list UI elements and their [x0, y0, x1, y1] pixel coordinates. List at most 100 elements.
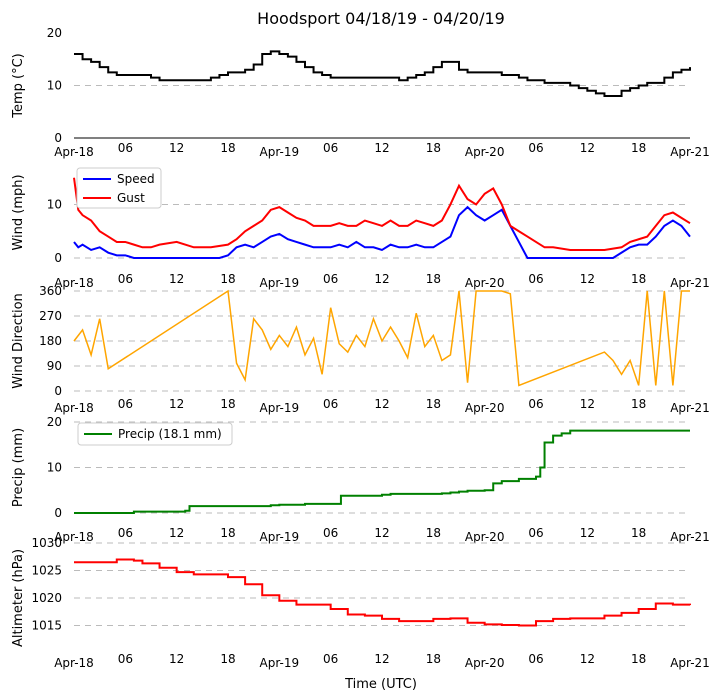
y-axis-label-4: Altimeter (hPa) — [11, 549, 26, 647]
series-line-2-0 — [73, 289, 690, 387]
y-tick-label-2-1: 90 — [47, 359, 62, 373]
x-tick-label-4-0: Apr-18 — [54, 656, 94, 670]
x-tick-label-2-5: 06 — [323, 397, 338, 411]
y-tick-label-3-2: 20 — [47, 415, 62, 429]
y-axis-label-3: Precip (mm) — [11, 428, 26, 507]
x-tick-label-1-0: Apr-18 — [54, 276, 94, 290]
x-tick-label-4-8: Apr-20 — [465, 656, 505, 670]
x-tick-label-0-8: Apr-20 — [465, 145, 505, 159]
series-line-4-0 — [74, 558, 691, 627]
y-axis-label-2: Wind Direction — [11, 293, 26, 389]
x-tick-label-2-1: 06 — [118, 397, 133, 411]
x-tick-label-3-7: 18 — [426, 526, 441, 540]
y-axis-label-0: Temp (°C) — [11, 53, 26, 119]
y-tick-label-2-4: 360 — [39, 284, 62, 298]
y-tick-label-0-2: 20 — [47, 26, 62, 40]
y-tick-label-4-3: 1030 — [31, 536, 62, 550]
x-tick-label-3-9: 06 — [528, 526, 543, 540]
x-tick-label-0-3: 18 — [220, 141, 235, 155]
x-tick-label-3-0: Apr-18 — [54, 530, 94, 544]
legend-label-1-1: Gust — [117, 191, 145, 205]
x-tick-label-2-2: 12 — [169, 397, 184, 411]
chart-title: Hoodsport 04/18/19 - 04/20/19 — [257, 9, 505, 28]
x-tick-label-3-3: 18 — [220, 526, 235, 540]
x-tick-label-3-5: 06 — [323, 526, 338, 540]
wind-direction-panel: 0 90 180 270 360 Wind Direction Apr-18 06 12 18 Ap… — [11, 284, 710, 415]
x-tick-label-1-12: Apr-21 — [670, 276, 710, 290]
legend-box-3 — [77, 422, 233, 446]
x-tick-label-3-11: 18 — [631, 526, 646, 540]
x-tick-label-1-6: 12 — [374, 272, 389, 286]
x-tick-label-0-2: 12 — [169, 141, 184, 155]
y-tick-label-1-1: 10 — [47, 197, 62, 211]
y-tick-label-2-2: 180 — [39, 334, 62, 348]
x-tick-label-0-1: 06 — [118, 141, 133, 155]
x-tick-label-3-8: Apr-20 — [465, 530, 505, 544]
x-tick-label-4-6: 12 — [374, 652, 389, 666]
x-tick-label-2-8: Apr-20 — [465, 401, 505, 415]
x-tick-label-0-5: 06 — [323, 141, 338, 155]
x-tick-label-0-0: Apr-18 — [54, 145, 94, 159]
x-tick-label-4-12: Apr-21 — [670, 656, 710, 670]
x-tick-label-0-9: 06 — [528, 141, 543, 155]
x-tick-label-3-6: 12 — [374, 526, 389, 540]
x-tick-label-0-4: Apr-19 — [260, 145, 300, 159]
wind-speed-panel: 0 10 Wind (mph) Apr-18 06 12 18 Apr-19 06 12 18 Apr… — [11, 167, 710, 290]
y-tick-label-4-2: 1025 — [31, 564, 62, 578]
x-tick-label-2-4: Apr-19 — [260, 401, 300, 415]
y-axis-label-1: Wind (mph) — [11, 174, 26, 250]
x-tick-label-4-5: 06 — [323, 652, 338, 666]
x-tick-label-4-3: 18 — [220, 652, 235, 666]
x-tick-label-1-4: Apr-19 — [260, 276, 300, 290]
y-tick-label-4-0: 1015 — [31, 619, 62, 633]
y-tick-label-0-0: 0 — [54, 131, 62, 145]
x-tick-label-3-2: 12 — [169, 526, 184, 540]
x-tick-label-4-4: Apr-19 — [260, 656, 300, 670]
x-tick-label-4-10: 12 — [580, 652, 595, 666]
x-tick-label-1-9: 06 — [528, 272, 543, 286]
y-tick-label-4-1: 1020 — [31, 591, 62, 605]
x-tick-label-2-0: Apr-18 — [54, 401, 94, 415]
x-tick-label-1-1: 06 — [118, 272, 133, 286]
x-tick-label-3-1: 06 — [118, 526, 133, 540]
x-tick-label-1-3: 18 — [220, 272, 235, 286]
x-tick-label-2-6: 12 — [374, 397, 389, 411]
legend-label-1-0: Speed — [117, 172, 155, 186]
y-tick-label-2-0: 0 — [54, 384, 62, 398]
x-tick-label-1-2: 12 — [169, 272, 184, 286]
x-tick-label-2-11: 18 — [631, 397, 646, 411]
x-tick-label-1-7: 18 — [426, 272, 441, 286]
x-tick-label-0-11: 18 — [631, 141, 646, 155]
series-line-1-0 — [73, 205, 691, 259]
x-tick-label-3-4: Apr-19 — [260, 530, 300, 544]
x-tick-label-3-10: 12 — [580, 526, 595, 540]
x-tick-label-0-10: 12 — [580, 141, 595, 155]
x-tick-label-1-5: 06 — [323, 272, 338, 286]
y-tick-label-0-1: 10 — [47, 79, 62, 93]
x-tick-label-4-2: 12 — [169, 652, 184, 666]
x-tick-label-0-12: Apr-21 — [670, 145, 710, 159]
x-tick-label-3-12: Apr-21 — [670, 530, 710, 544]
series-line-3-0 — [74, 429, 690, 514]
altimeter-panel: 1015 1020 1025 1030 Altimeter (hPa) Apr-18 06 1… — [11, 536, 710, 670]
y-tick-label-2-3: 270 — [39, 309, 62, 323]
x-tick-label-1-11: 18 — [631, 272, 646, 286]
x-tick-label-2-3: 18 — [220, 397, 235, 411]
x-tick-label-2-7: 18 — [426, 397, 441, 411]
x-tick-label-2-10: 12 — [580, 397, 595, 411]
series-line-1-1 — [73, 177, 691, 251]
precip-panel: 0 10 20 Precip (mm) Apr-18 06 12 18 Apr-19 06 12 18… — [11, 415, 710, 544]
y-tick-label-1-0: 0 — [54, 251, 62, 265]
x-axis-label: Time (UTC) — [344, 677, 417, 692]
x-tick-label-0-7: 18 — [426, 141, 441, 155]
x-tick-label-2-12: Apr-21 — [670, 401, 710, 415]
x-tick-label-4-7: 18 — [426, 652, 441, 666]
x-tick-label-1-10: 12 — [580, 272, 595, 286]
x-tick-label-4-9: 06 — [528, 652, 543, 666]
x-tick-label-0-6: 12 — [374, 141, 389, 155]
temp-panel: 0 10 20 Temp (°C) Apr-18 06 12 18 Apr-19 06 12 18 Ap… — [11, 26, 710, 159]
x-tick-label-2-9: 06 — [528, 397, 543, 411]
x-tick-label-1-8: Apr-20 — [465, 276, 505, 290]
legend-label-3-0: Precip (18.1 mm) — [118, 427, 222, 441]
